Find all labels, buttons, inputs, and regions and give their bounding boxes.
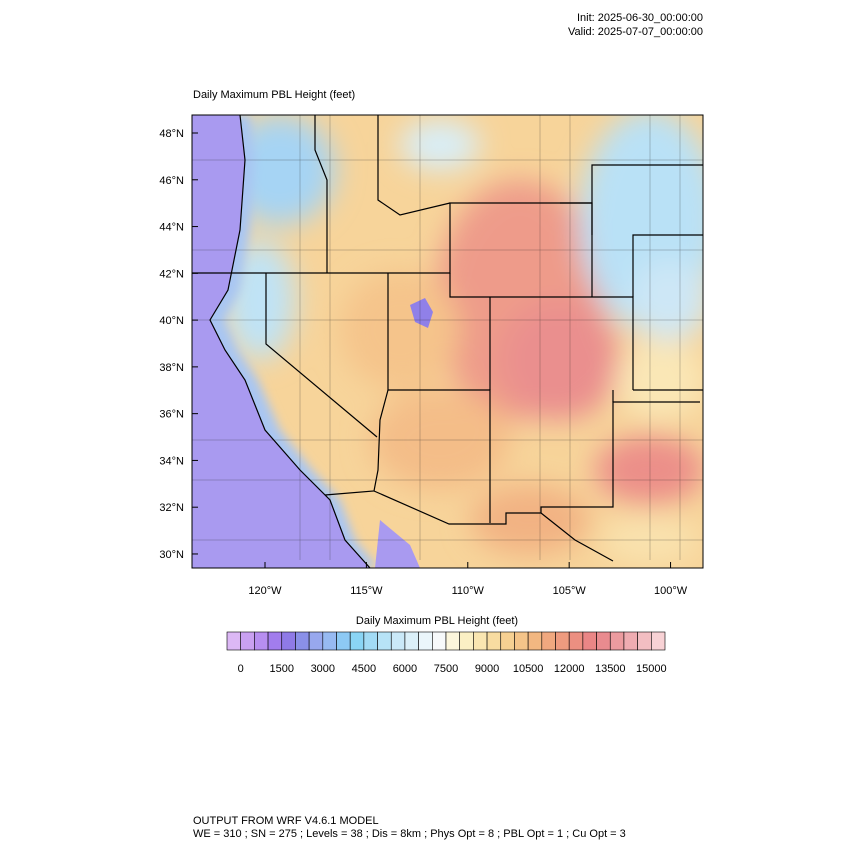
colorbar-box [445, 631, 460, 651]
colorbar: 0 1500 3000 4500 6000 7500 9000 10500 12000 13500… [226, 631, 667, 675]
colorbar-tick-label: 6000 [393, 663, 417, 675]
map-frame [191, 114, 704, 569]
colorbar-box [541, 631, 556, 651]
colorbar-tick-label: 3000 [311, 663, 335, 675]
colorbar-box [281, 631, 296, 651]
colorbar-box [295, 631, 310, 651]
y-tick-label: 40°N [159, 315, 184, 327]
footer-line: WE = 310 ; SN = 275 ; Levels = 38 ; Dis … [193, 828, 626, 840]
y-tick-label: 44°N [159, 222, 184, 234]
colorbar-tick-label: 15000 [636, 663, 667, 675]
colorbar-box [418, 631, 433, 651]
colorbar-box [404, 631, 419, 651]
colorbar-box [582, 631, 597, 651]
colorbar-box [527, 631, 543, 651]
colorbar-box [637, 631, 652, 651]
y-tick-label: 36°N [159, 409, 184, 421]
y-tick-label: 34°N [159, 455, 184, 467]
colorbar-tick-label: 13500 [595, 663, 626, 675]
colorbar-box [623, 631, 638, 651]
colorbar-box [459, 631, 474, 651]
map-field [192, 115, 703, 568]
x-tick-label: 110°W [452, 585, 485, 597]
colorbar-tick-label: 9000 [475, 663, 499, 675]
y-tick-label: 38°N [159, 362, 184, 374]
colorbar-box [322, 631, 337, 651]
y-tick-label: 32°N [159, 502, 184, 514]
colorbar-box [651, 631, 666, 651]
y-tick-label: 48°N [159, 128, 184, 140]
colorbar-box [609, 631, 625, 651]
init-time: Init: 2025-06-30_00:00:00 [577, 12, 703, 24]
colorbar-box [254, 631, 269, 651]
x-tick-label: 100°W [654, 585, 688, 597]
colorbar-box [555, 631, 570, 651]
colorbar-box [432, 631, 447, 651]
colorbar-box [473, 631, 488, 651]
colorbar-box [349, 631, 365, 651]
footer-line: OUTPUT FROM WRF V4.6.1 MODEL [193, 815, 379, 827]
colorbar-tick-label: 10500 [513, 663, 544, 675]
colorbar-title: Daily Maximum PBL Height (feet) [356, 615, 518, 627]
x-tick-label: 120°W [248, 585, 282, 597]
x-tick-label: 115°W [350, 585, 383, 597]
y-tick-label: 30°N [159, 549, 184, 561]
colorbar-box [308, 631, 324, 651]
colorbar-box [226, 631, 241, 651]
colorbar-tick-label: 12000 [554, 663, 585, 675]
colorbar-box [596, 631, 611, 651]
colorbar-box [336, 631, 351, 651]
map-title: Daily Maximum PBL Height (feet) [193, 89, 355, 101]
y-tick-label: 46°N [159, 175, 184, 187]
colorbar-box [240, 631, 255, 651]
colorbar-box [514, 631, 529, 651]
colorbar-box [267, 631, 283, 651]
colorbar-box [377, 631, 392, 651]
colorbar-box [568, 631, 584, 651]
colorbar-box [500, 631, 515, 651]
colorbar-box [363, 631, 378, 651]
colorbar-tick-label: 1500 [270, 663, 294, 675]
colorbar-box [390, 631, 406, 651]
x-tick-label: 105°W [553, 585, 587, 597]
y-tick-label: 42°N [159, 268, 184, 280]
colorbar-box [486, 631, 502, 651]
colorbar-tick-label: 4500 [352, 663, 376, 675]
valid-time: Valid: 2025-07-07_00:00:00 [568, 26, 703, 38]
colorbar-tick-label: 7500 [434, 663, 458, 675]
colorbar-tick-label: 0 [238, 663, 244, 675]
